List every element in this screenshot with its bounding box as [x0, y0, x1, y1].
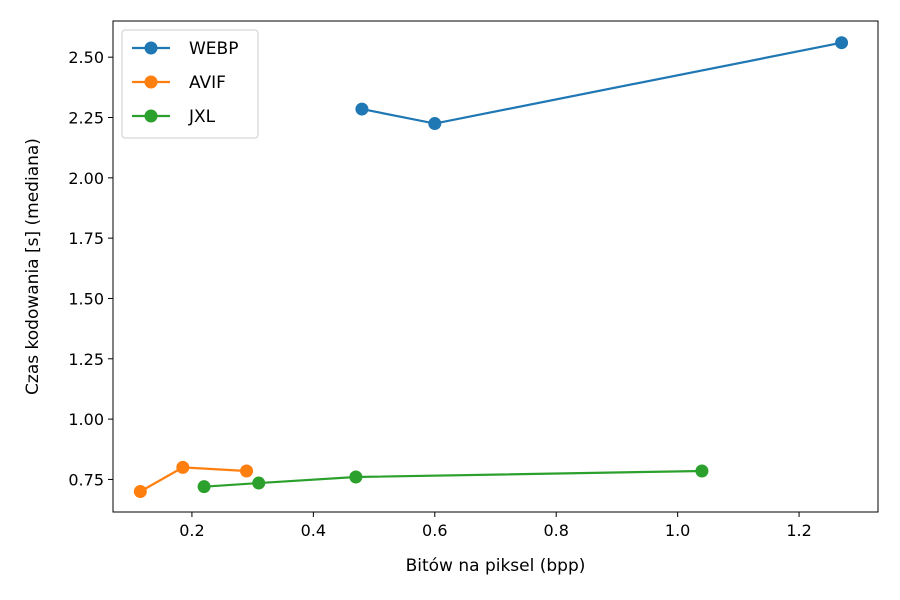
data-point-avif — [176, 460, 190, 474]
data-point-jxl — [349, 470, 363, 484]
series-layer — [133, 36, 849, 498]
y-axis-title: Czas kodowania [s] (mediana) — [23, 138, 43, 395]
x-axis: 0.2 0.4 0.6 0.8 1.0 1.2 — [179, 512, 812, 540]
y-tick-label: 1.25 — [68, 350, 104, 369]
y-tick-label: 1.00 — [68, 410, 104, 429]
y-tick-label: 1.75 — [68, 229, 104, 248]
x-tick-label: 0.4 — [301, 521, 326, 540]
y-tick-label: 0.75 — [68, 470, 104, 489]
x-axis-title: Bitów na piksel (bpp) — [406, 556, 586, 576]
x-tick-label: 0.8 — [543, 521, 568, 540]
legend-marker-avif — [144, 75, 158, 89]
legend-label-webp: WEBP — [189, 39, 238, 59]
x-tick-label: 1.2 — [786, 521, 811, 540]
legend-label-jxl: JXL — [188, 107, 216, 127]
series-line-jxl — [203, 469, 702, 488]
legend-label-avif: AVIF — [189, 73, 226, 93]
series-avif — [133, 460, 254, 498]
legend-item-jxl: JXL — [132, 107, 216, 127]
y-tick-label: 1.50 — [68, 289, 104, 308]
data-point-jxl — [197, 480, 211, 494]
data-point-avif — [133, 484, 147, 498]
legend-marker-jxl — [144, 109, 158, 123]
data-point-webp — [835, 36, 849, 50]
data-point-jxl — [695, 464, 709, 478]
y-tick-label: 2.00 — [68, 169, 104, 188]
y-axis: 0.75 1.00 1.25 1.50 1.75 2.00 2.25 2.50 — [68, 48, 113, 489]
legend-marker-webp — [144, 41, 158, 55]
data-point-webp — [428, 117, 442, 131]
data-point-webp — [355, 102, 369, 116]
legend: WEBP AVIF JXL — [121, 29, 259, 139]
x-tick-label: 0.2 — [179, 521, 204, 540]
x-tick-label: 0.6 — [422, 521, 447, 540]
series-jxl — [197, 464, 709, 494]
x-tick-label: 1.0 — [665, 521, 690, 540]
y-tick-label: 2.25 — [68, 109, 104, 128]
data-point-avif — [240, 464, 254, 478]
legend-box — [121, 29, 259, 139]
y-tick-label: 2.50 — [68, 48, 104, 67]
data-point-jxl — [252, 476, 266, 490]
legend-item-avif: AVIF — [132, 73, 226, 93]
plot-frame — [112, 20, 879, 513]
legend-item-webp: WEBP — [132, 39, 238, 59]
series-webp — [355, 36, 849, 131]
